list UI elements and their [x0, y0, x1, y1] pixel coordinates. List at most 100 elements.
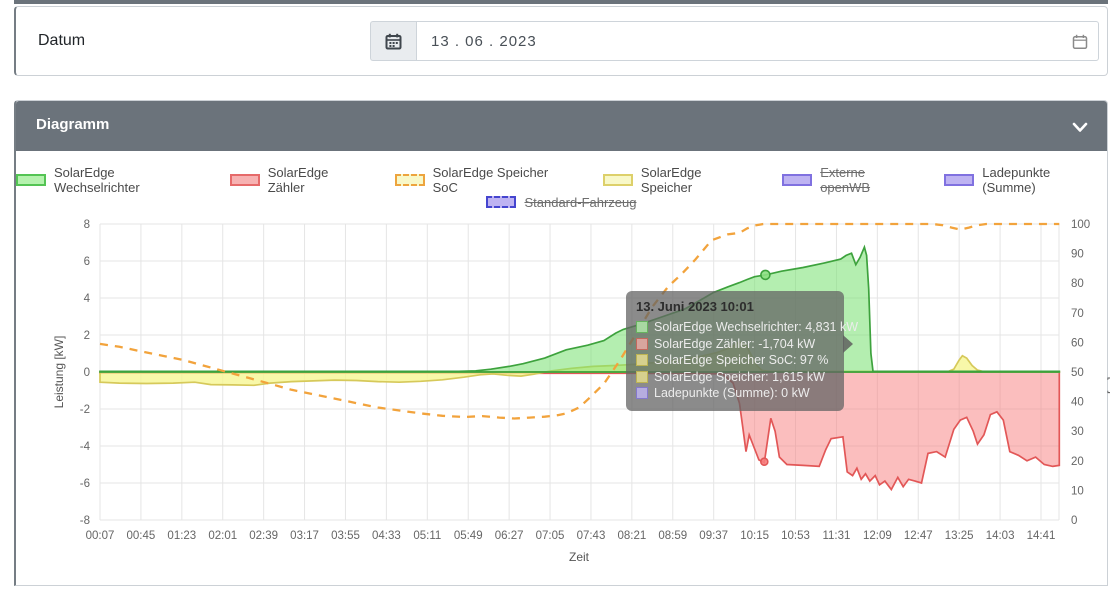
previous-panel-edge	[14, 0, 1108, 4]
legend-label: SolarEdge Zähler	[267, 165, 329, 195]
tooltip-item-label: SolarEdge Wechselrichter: 4,831 kW	[654, 320, 859, 334]
svg-text:0: 0	[1071, 515, 1077, 527]
calendar-addon-button[interactable]	[370, 21, 416, 61]
legend-item[interactable]: SolarEdge Zähler	[229, 165, 369, 195]
chart-tooltip: 13. Juni 2023 10:01 SolarEdge Wechselric…	[626, 291, 858, 411]
legend-row-1: SolarEdge Wechselrichter SolarEdge Zähler…	[16, 165, 1107, 195]
datum-card: Datum 13 . 06 . 2	[14, 6, 1108, 76]
svg-text:10:53: 10:53	[781, 530, 810, 542]
svg-text:40: 40	[1071, 397, 1084, 409]
svg-text:50: 50	[1071, 367, 1084, 379]
svg-text:8: 8	[84, 219, 90, 231]
tooltip-item: SolarEdge Speicher: 1,615 kW	[636, 369, 834, 386]
diagramm-title: Diagramm	[36, 116, 110, 133]
svg-text:07:43: 07:43	[577, 530, 606, 542]
svg-text:00:45: 00:45	[127, 530, 156, 542]
legend-item[interactable]: Externe openWB	[782, 165, 918, 195]
svg-text:02:01: 02:01	[208, 530, 237, 542]
svg-text:00:07: 00:07	[86, 530, 115, 542]
svg-text:07:05: 07:05	[536, 530, 565, 542]
date-value: 13 . 06 . 2023	[431, 32, 537, 50]
legend-swatch	[944, 174, 975, 186]
tooltip-swatch	[636, 387, 648, 400]
legend-swatch	[486, 196, 517, 208]
datepicker-calendar-icon[interactable]	[1072, 34, 1088, 50]
svg-text:0: 0	[84, 367, 90, 379]
svg-text:08:21: 08:21	[617, 530, 646, 542]
legend-item[interactable]: Standard-Fahrzeug	[486, 195, 637, 210]
legend-label: Externe openWB	[820, 165, 871, 195]
legend-item[interactable]: SolarEdge Speicher SoC	[394, 165, 577, 195]
series-soc	[99, 222, 1060, 420]
legend-label: SolarEdge Wechselrichter	[53, 165, 140, 195]
svg-text:6: 6	[84, 256, 90, 268]
datum-label: Datum	[38, 32, 86, 49]
legend-swatch	[229, 174, 260, 186]
svg-text:01:23: 01:23	[167, 530, 196, 542]
svg-text:02:39: 02:39	[249, 530, 278, 542]
svg-text:06:27: 06:27	[495, 530, 524, 542]
hover-point	[760, 269, 771, 281]
tooltip-swatch	[636, 354, 648, 367]
chart-canvas[interactable]: 00:07 00:45 01:23 02:01 02:39 03:17 03:55 04:33…	[16, 217, 1110, 589]
svg-text:80: 80	[1071, 278, 1084, 290]
chart-area[interactable]: 00:07 00:45 01:23 02:01 02:39 03:17 03:55 04:33…	[16, 217, 1110, 589]
diagramm-header[interactable]: Diagramm	[16, 101, 1107, 151]
svg-text:90: 90	[1071, 249, 1084, 261]
tooltip-swatch	[636, 337, 648, 350]
date-input[interactable]: 13 . 06 . 2023	[416, 21, 1099, 61]
svg-text:20: 20	[1071, 456, 1084, 468]
svg-text:12:47: 12:47	[904, 530, 933, 542]
svg-text:-8: -8	[80, 515, 90, 527]
tooltip-swatch	[636, 370, 648, 383]
legend-item[interactable]: SolarEdge Speicher	[602, 165, 756, 195]
svg-text:2: 2	[84, 330, 90, 342]
svg-text:08:59: 08:59	[658, 530, 687, 542]
chart-legend: SolarEdge Wechselrichter SolarEdge Zähler…	[16, 165, 1107, 213]
diagramm-body: SolarEdge Wechselrichter SolarEdge Zähler…	[16, 151, 1110, 589]
svg-text:-2: -2	[80, 404, 90, 416]
chevron-down-icon[interactable]	[1071, 118, 1089, 136]
hover-point	[759, 457, 769, 467]
svg-text:-4: -4	[80, 441, 91, 453]
svg-text:70: 70	[1071, 308, 1084, 320]
legend-row-2: Standard-Fahrzeug	[16, 191, 1107, 213]
legend-label: SolarEdge Speicher	[640, 165, 702, 195]
svg-text:04:33: 04:33	[372, 530, 401, 542]
legend-swatch	[394, 174, 425, 186]
tooltip-item-label: Ladepunkte (Summe): 0 kW	[654, 386, 810, 400]
svg-text:100: 100	[1071, 219, 1090, 231]
svg-text:05:11: 05:11	[413, 530, 441, 542]
svg-text:14:03: 14:03	[986, 530, 1015, 542]
tooltip-item-label: SolarEdge Speicher: 1,615 kW	[654, 369, 825, 384]
x-axis-title: Zeit	[569, 550, 590, 564]
tooltip-swatch	[636, 321, 648, 334]
svg-text:09:37: 09:37	[699, 530, 728, 542]
svg-text:11:31: 11:31	[822, 530, 850, 542]
left-axis-title: Leistung [kW]	[52, 336, 66, 409]
legend-item[interactable]: Ladepunkte (Summe)	[944, 165, 1107, 195]
tooltip-item-label: SolarEdge Zähler: -1,704 kW	[654, 336, 816, 351]
tooltip-item: SolarEdge Wechselrichter: 4,831 kW	[636, 319, 858, 336]
legend-swatch	[16, 174, 46, 186]
date-input-group: 13 . 06 . 2023	[370, 21, 1099, 61]
svg-text:03:55: 03:55	[331, 530, 360, 542]
tooltip-item: SolarEdge Speicher SoC: 97 %	[636, 352, 834, 369]
svg-text:03:17: 03:17	[290, 530, 319, 542]
series-wechselrichter	[99, 244, 1061, 373]
tooltip-item-label: SolarEdge Speicher SoC: 97 %	[654, 353, 829, 367]
svg-text:05:49: 05:49	[454, 530, 483, 542]
legend-item[interactable]: SolarEdge Wechselrichter	[16, 165, 204, 195]
legend-label: SolarEdge Speicher SoC	[432, 165, 549, 195]
tooltip-item: Ladepunkte (Summe): 0 kW	[636, 385, 834, 402]
tooltip-caret	[843, 335, 853, 353]
calendar-icon	[385, 33, 402, 49]
svg-text:60: 60	[1071, 337, 1084, 349]
series-zaehler	[99, 371, 1061, 492]
svg-text:10:15: 10:15	[740, 530, 769, 542]
svg-text:13:25: 13:25	[945, 530, 974, 542]
tooltip-items: SolarEdge Wechselrichter: 4,831 kW SolarE…	[636, 319, 858, 402]
svg-text:30: 30	[1071, 426, 1084, 438]
datum-row: Datum 13 . 06 . 2	[16, 7, 1107, 75]
